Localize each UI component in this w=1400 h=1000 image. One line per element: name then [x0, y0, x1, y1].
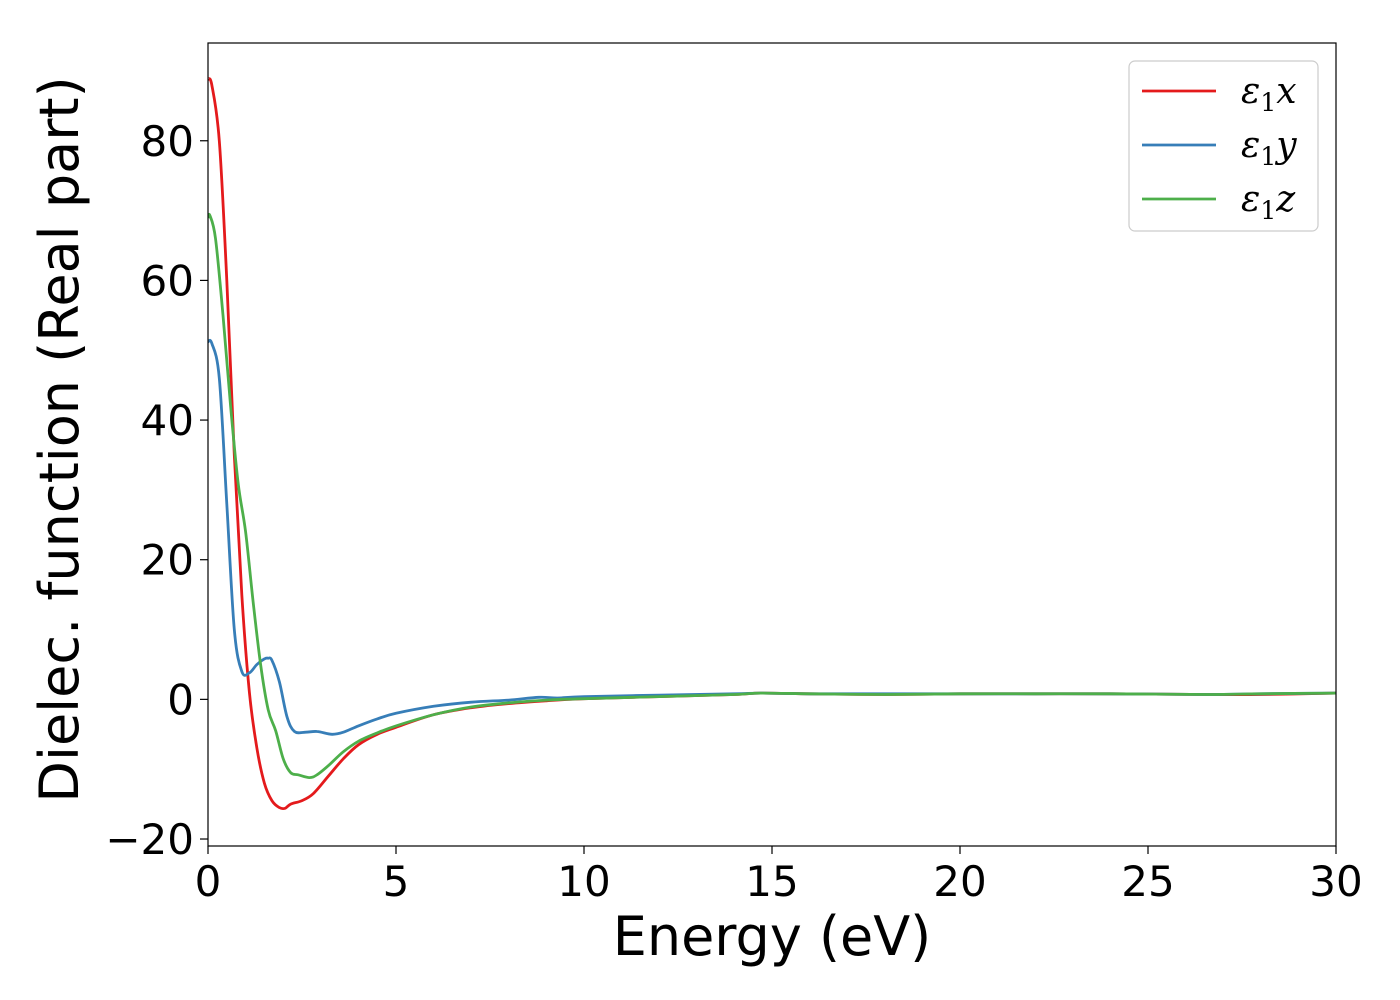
y-tick-label: 80: [141, 117, 194, 166]
y-tick-label: 60: [141, 256, 194, 305]
x-axis-title: Energy (eV): [613, 905, 932, 968]
y-tick-label: 0: [167, 675, 194, 724]
series-layer: [208, 77, 1336, 811]
legend: ε1x ε1y ε1z: [1128, 60, 1319, 232]
legend-label-x: ε1x: [1241, 71, 1297, 117]
x-tick-label: 30: [1309, 857, 1362, 906]
x-tick-label: 10: [557, 857, 610, 906]
x-axis: 0 5 10 15 20 25 30: [195, 846, 1363, 906]
x-tick-label: 25: [1121, 857, 1174, 906]
y-axis-title: Dielec. function (Real part): [28, 76, 91, 802]
x-tick-label: 0: [195, 857, 222, 906]
legend-label-z: ε1z: [1241, 179, 1296, 225]
x-tick-label: 15: [745, 857, 798, 906]
y-axis: −20 0 20 40 60 80: [105, 117, 208, 864]
legend-box: [1128, 60, 1319, 232]
y-tick-label: 20: [141, 536, 194, 585]
y-tick-label: 40: [141, 396, 194, 445]
x-tick-label: 5: [383, 857, 410, 906]
y-tick-label: −20: [105, 815, 194, 864]
legend-label-y: ε1y: [1241, 125, 1297, 171]
series-line-z: [208, 212, 1336, 779]
x-tick-label: 20: [933, 857, 986, 906]
